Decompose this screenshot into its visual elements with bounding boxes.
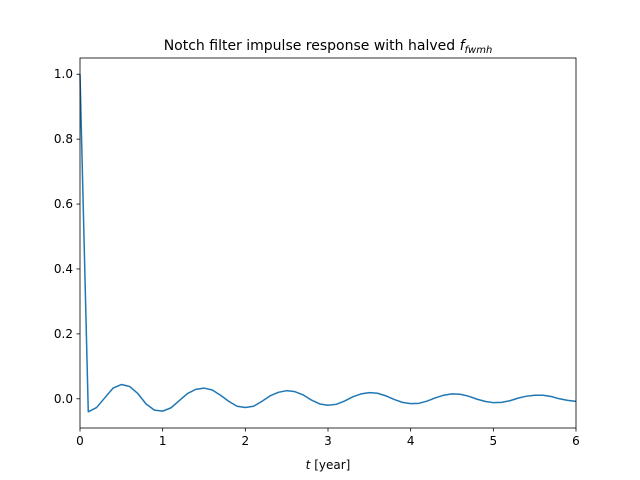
chart-title: Notch filter impulse response with halve… — [164, 38, 493, 56]
y-axis-ticks: 0.0 0.2 0.4 0.6 0.8 1.0 — [54, 67, 80, 406]
x-tick-label: 1 — [159, 434, 167, 448]
y-tick-label: 0.6 — [54, 197, 73, 211]
y-tick-label: 0.2 — [54, 327, 73, 341]
y-tick-label: 0.0 — [54, 392, 73, 406]
x-tick-label: 0 — [76, 434, 84, 448]
x-tick-label: 3 — [324, 434, 332, 448]
x-tick-label: 4 — [407, 434, 415, 448]
x-axis-ticks: 0 1 2 3 4 5 6 — [76, 428, 580, 448]
x-tick-label: 2 — [242, 434, 250, 448]
y-tick-label: 0.8 — [54, 132, 73, 146]
plot-frame — [79, 57, 577, 429]
series-line — [79, 74, 577, 413]
plot-area — [80, 58, 576, 428]
x-tick-label: 6 — [572, 434, 580, 448]
y-tick-label: 0.4 — [54, 262, 73, 276]
x-tick-label: 5 — [490, 434, 498, 448]
x-axis-label: t [year] — [306, 458, 351, 472]
y-tick-label: 1.0 — [54, 67, 73, 81]
